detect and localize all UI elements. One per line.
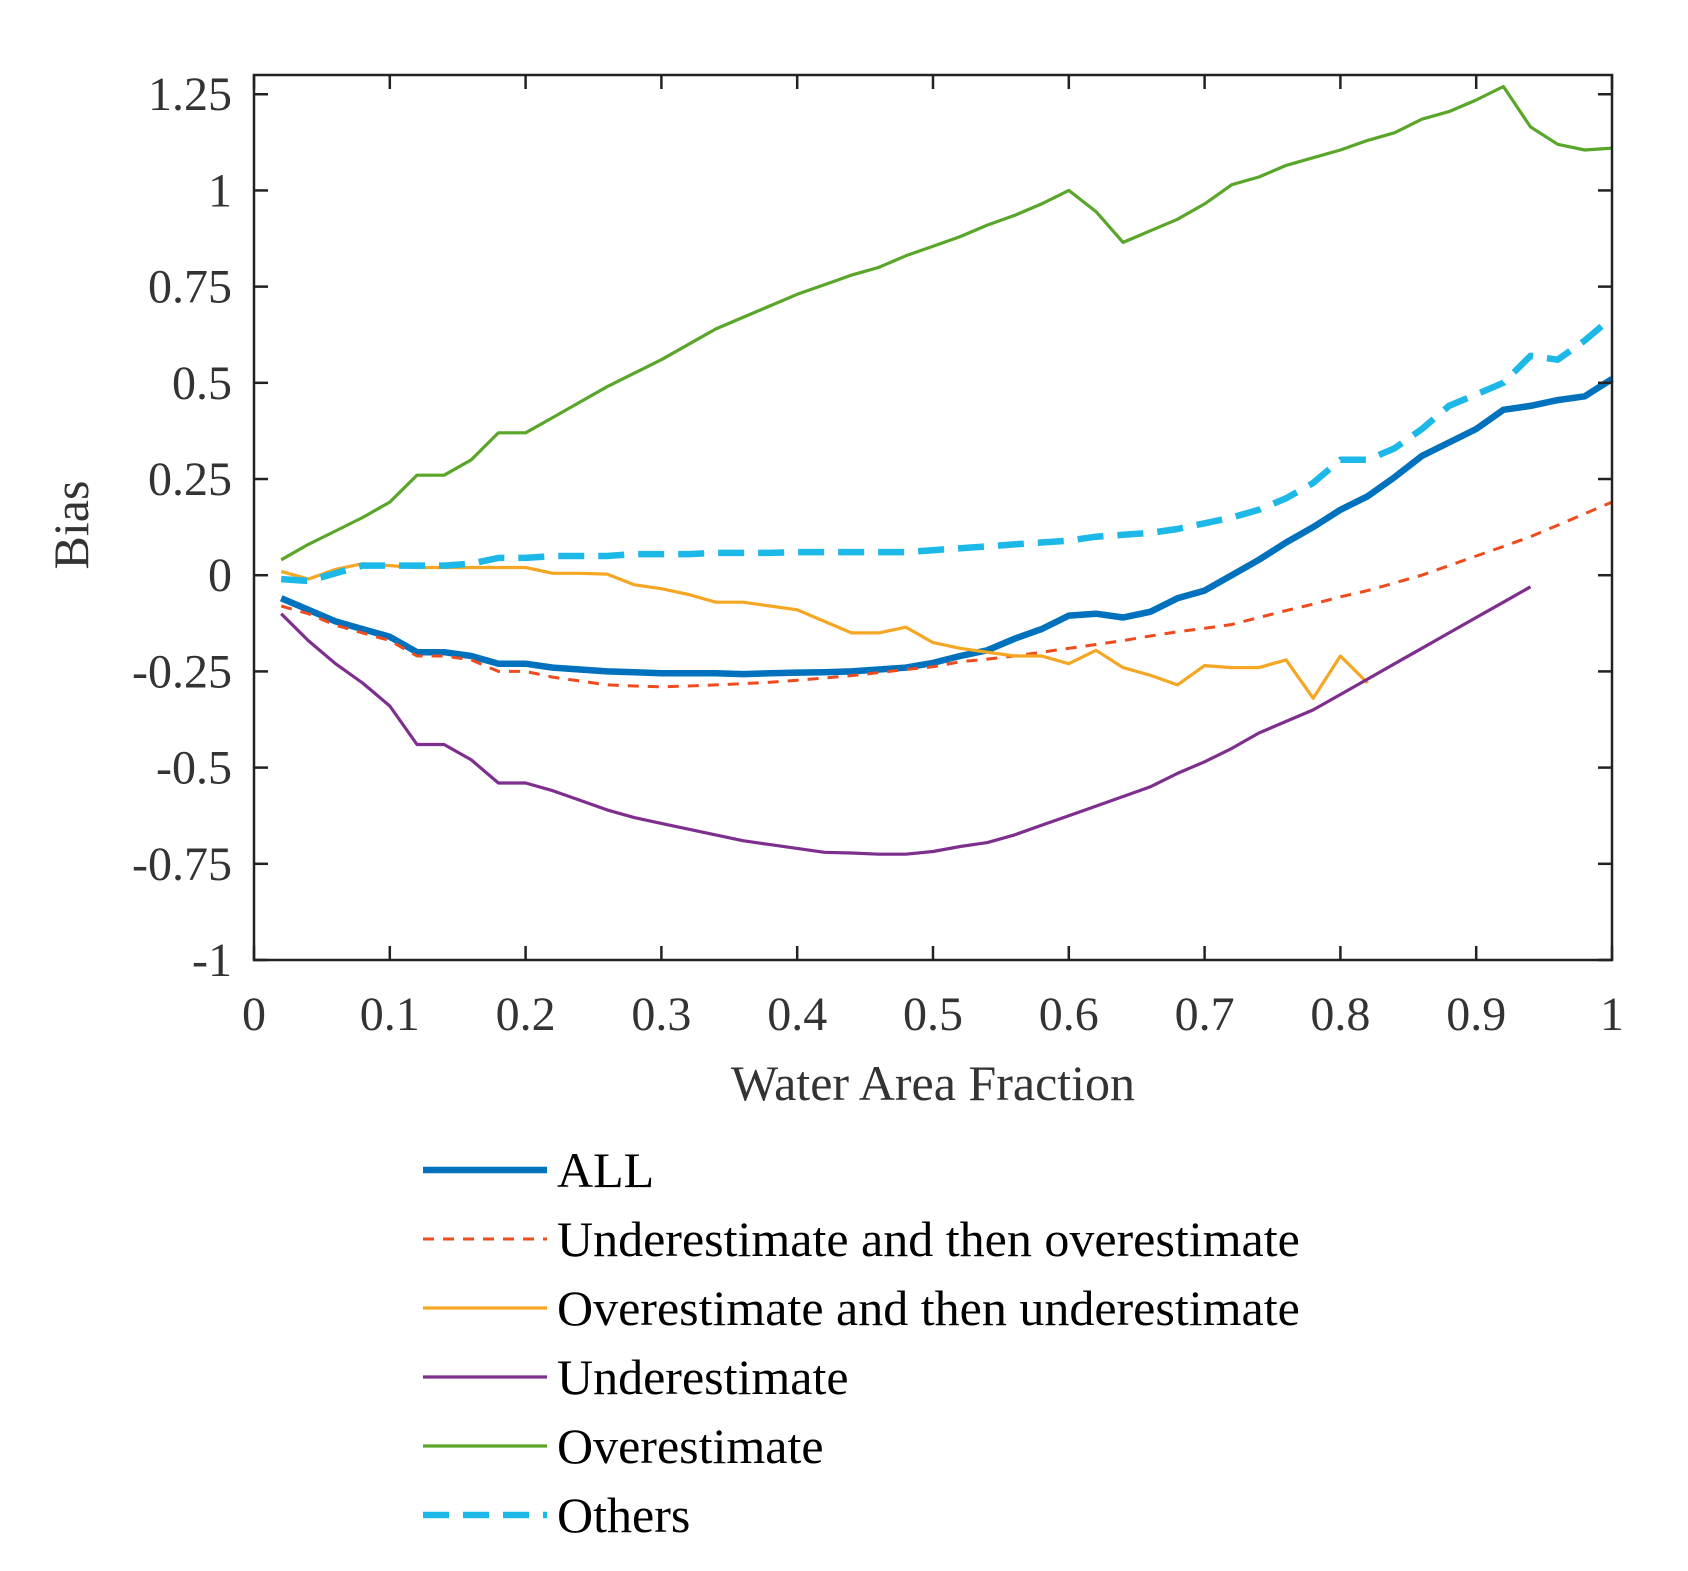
x-tick-label: 0.3 [631,988,691,1041]
y-tick-label: 0 [208,549,232,602]
y-tick-label: -0.75 [132,838,232,891]
series-line-4 [280,585,1532,856]
series-line-6 [280,314,1615,585]
x-tick-labels: 0 0.1 0.2 0.3 0.4 0.5 0.6 0.7 0.8 0.9 1 [242,988,1624,1041]
x-tick-label: 0.1 [360,988,420,1041]
ticks-layer [252,75,1614,962]
x-tick-label: 0.2 [496,988,556,1041]
x-tick-label: 0.8 [1310,988,1370,1041]
axes-box [252,73,1614,962]
series-line-1 [279,376,1614,678]
y-tick-label: 0.75 [148,261,232,314]
y-tick-label: 1 [208,164,232,217]
series-layer [279,84,1615,856]
y-tick-labels: -1 -0.75 -0.5 -0.25 0 0.25 0.5 0.75 1 1.25 [132,68,232,987]
x-tick-label: 0.5 [903,988,963,1041]
legend-label-1: ALL [557,1142,654,1198]
x-tick-label: 0.9 [1446,988,1506,1041]
legend-label-6: Others [557,1487,690,1543]
legend: ALL Underestimate and then overestimate Ov… [423,1142,1300,1543]
legend-label-3: Overestimate and then underestimate [557,1280,1300,1336]
y-tick-label: -0.5 [156,742,232,795]
y-tick-label: 0.5 [172,357,232,410]
y-tick-label: 1.25 [148,68,232,121]
series-line-5 [280,84,1613,562]
x-tick-label: 0.7 [1175,988,1235,1041]
y-tick-label: -1 [192,934,232,987]
x-axis-title: Water Area Fraction [731,1055,1135,1111]
legend-label-4: Underestimate [557,1349,849,1405]
x-tick-label: 1 [1600,988,1624,1041]
legend-label-2: Underestimate and then overestimate [557,1211,1300,1267]
plot-area [252,73,1615,962]
x-tick-label: 0.4 [767,988,827,1041]
series-line-3 [280,562,1369,700]
y-axis-title: Bias [43,481,99,570]
y-tick-label: -0.25 [132,645,232,698]
x-tick-label: 0.6 [1039,988,1099,1041]
legend-label-5: Overestimate [557,1418,824,1474]
y-tick-label: 0.25 [148,453,232,506]
x-tick-label: 0 [242,988,266,1041]
